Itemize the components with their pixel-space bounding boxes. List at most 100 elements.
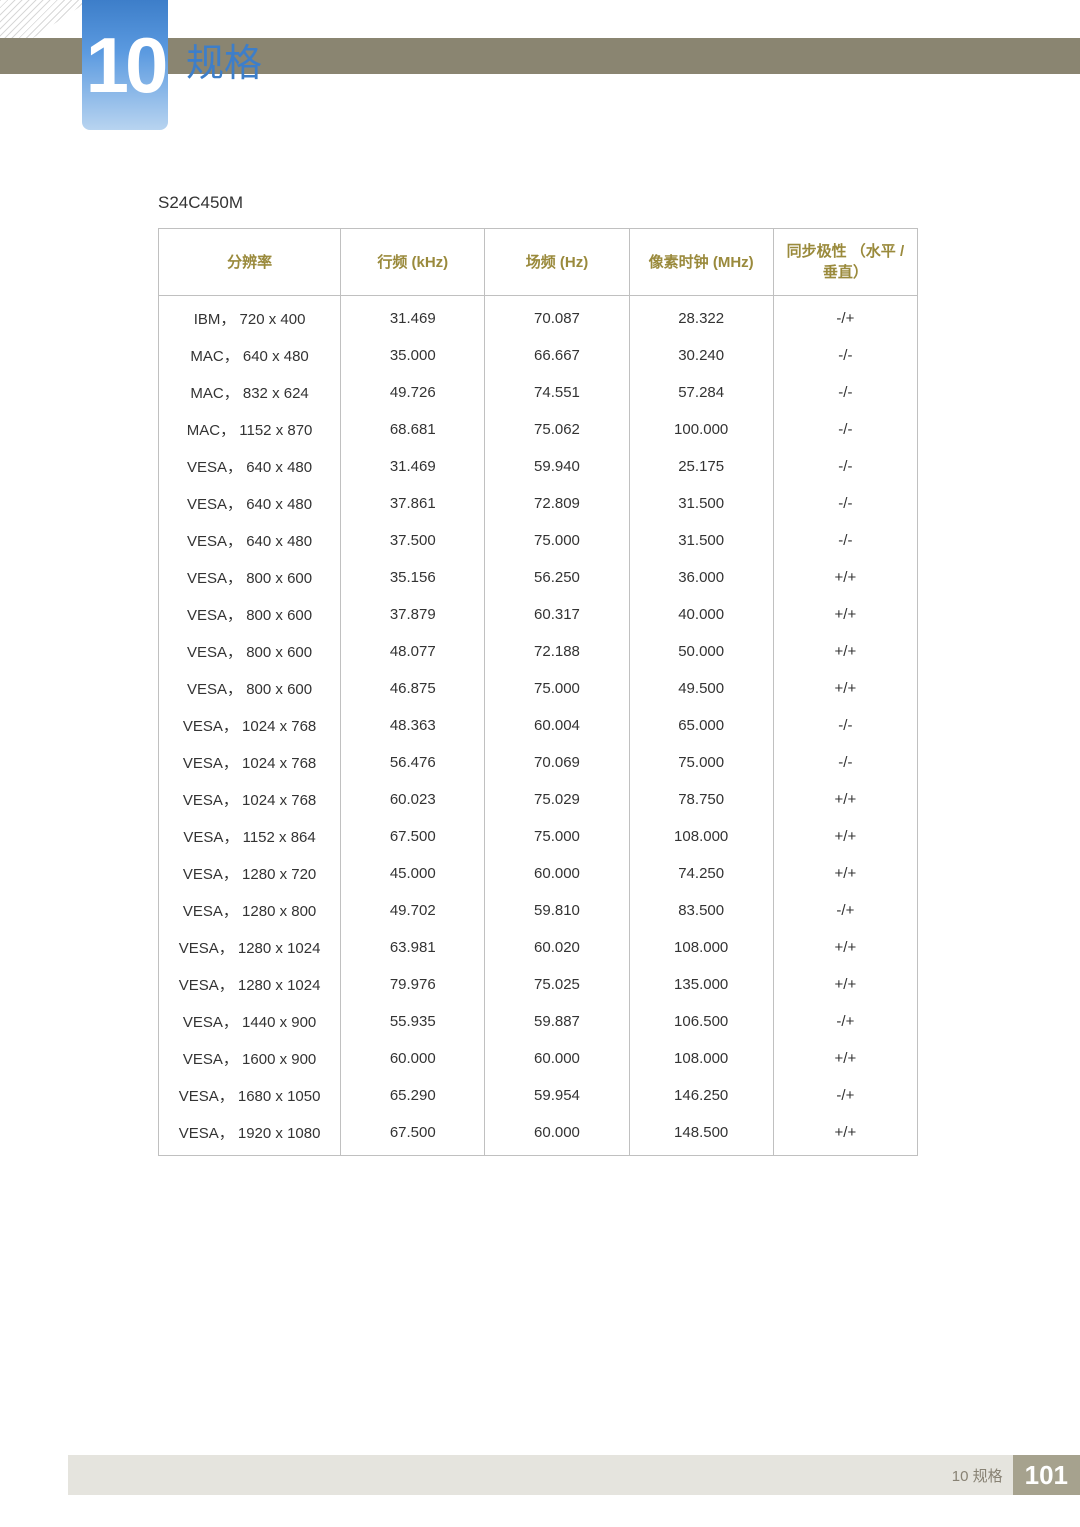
table-cell: 59.887	[485, 1003, 629, 1040]
table-cell: +/+	[773, 559, 917, 596]
table-cell: VESA， 1024 x 768	[159, 781, 341, 818]
table-cell: 108.000	[629, 1040, 773, 1077]
chapter-number: 10	[86, 20, 165, 111]
table-cell: -/-	[773, 485, 917, 522]
table-cell: 78.750	[629, 781, 773, 818]
table-row: VESA， 640 x 48037.86172.80931.500-/-	[159, 485, 918, 522]
spec-table: 分辨率 行频 (kHz) 场频 (Hz) 像素时钟 (MHz) 同步极性 （水平…	[158, 228, 918, 1156]
table-cell: -/+	[773, 296, 917, 338]
table-cell: VESA， 1280 x 1024	[159, 966, 341, 1003]
table-cell: 31.500	[629, 485, 773, 522]
table-cell: -/-	[773, 707, 917, 744]
table-cell: VESA， 640 x 480	[159, 448, 341, 485]
table-cell: 75.000	[629, 744, 773, 781]
table-cell: 37.861	[341, 485, 485, 522]
page-footer: 10 规格 101	[68, 1455, 1080, 1495]
table-cell: 30.240	[629, 337, 773, 374]
table-cell: 59.940	[485, 448, 629, 485]
footer-page-box: 101	[1013, 1455, 1080, 1495]
table-row: VESA， 1024 x 76860.02375.02978.750+/+	[159, 781, 918, 818]
table-cell: -/+	[773, 1077, 917, 1114]
table-cell: 35.156	[341, 559, 485, 596]
table-cell: 60.004	[485, 707, 629, 744]
table-cell: 75.000	[485, 818, 629, 855]
table-cell: VESA， 1920 x 1080	[159, 1114, 341, 1156]
table-row: VESA， 1024 x 76848.36360.00465.000-/-	[159, 707, 918, 744]
table-cell: VESA， 1152 x 864	[159, 818, 341, 855]
chapter-title: 规格	[186, 32, 262, 87]
table-cell: 49.726	[341, 374, 485, 411]
model-label: S24C450M	[158, 193, 243, 213]
table-cell: 37.500	[341, 522, 485, 559]
table-cell: 75.062	[485, 411, 629, 448]
col-header-syncpolarity: 同步极性 （水平 /垂直）	[773, 229, 917, 296]
table-row: VESA， 1680 x 105065.29059.954146.250-/+	[159, 1077, 918, 1114]
col-header-hfreq: 行频 (kHz)	[341, 229, 485, 296]
table-cell: +/+	[773, 855, 917, 892]
table-cell: +/+	[773, 929, 917, 966]
table-cell: -/-	[773, 448, 917, 485]
table-row: VESA， 1280 x 72045.00060.00074.250+/+	[159, 855, 918, 892]
table-row: VESA， 800 x 60048.07772.18850.000+/+	[159, 633, 918, 670]
table-cell: 72.188	[485, 633, 629, 670]
footer-chapter-label: 10 规格	[952, 1465, 1003, 1486]
table-cell: 148.500	[629, 1114, 773, 1156]
table-row: IBM， 720 x 40031.46970.08728.322-/+	[159, 296, 918, 338]
table-row: VESA， 1600 x 90060.00060.000108.000+/+	[159, 1040, 918, 1077]
table-row: VESA， 640 x 48037.50075.00031.500-/-	[159, 522, 918, 559]
table-cell: VESA， 1600 x 900	[159, 1040, 341, 1077]
table-row: MAC， 832 x 62449.72674.55157.284-/-	[159, 374, 918, 411]
table-row: MAC， 1152 x 87068.68175.062100.000-/-	[159, 411, 918, 448]
table-cell: 70.087	[485, 296, 629, 338]
table-cell: 31.500	[629, 522, 773, 559]
table-cell: -/+	[773, 1003, 917, 1040]
table-cell: 37.879	[341, 596, 485, 633]
table-cell: VESA， 800 x 600	[159, 670, 341, 707]
table-cell: VESA， 800 x 600	[159, 633, 341, 670]
table-row: VESA， 640 x 48031.46959.94025.175-/-	[159, 448, 918, 485]
table-cell: -/-	[773, 374, 917, 411]
table-cell: 50.000	[629, 633, 773, 670]
table-cell: 57.284	[629, 374, 773, 411]
table-cell: 35.000	[341, 337, 485, 374]
table-cell: +/+	[773, 781, 917, 818]
table-cell: -/-	[773, 522, 917, 559]
table-cell: MAC， 1152 x 870	[159, 411, 341, 448]
table-row: VESA， 800 x 60035.15656.25036.000+/+	[159, 559, 918, 596]
table-cell: 74.551	[485, 374, 629, 411]
table-row: VESA， 1920 x 108067.50060.000148.500+/+	[159, 1114, 918, 1156]
table-cell: 67.500	[341, 1114, 485, 1156]
table-cell: 45.000	[341, 855, 485, 892]
table-cell: VESA， 1024 x 768	[159, 744, 341, 781]
table-cell: MAC， 832 x 624	[159, 374, 341, 411]
table-cell: 66.667	[485, 337, 629, 374]
table-cell: 67.500	[341, 818, 485, 855]
table-cell: 36.000	[629, 559, 773, 596]
table-cell: VESA， 640 x 480	[159, 485, 341, 522]
table-cell: 108.000	[629, 929, 773, 966]
table-cell: 68.681	[341, 411, 485, 448]
table-cell: 59.810	[485, 892, 629, 929]
table-cell: VESA， 1024 x 768	[159, 707, 341, 744]
table-row: VESA， 1024 x 76856.47670.06975.000-/-	[159, 744, 918, 781]
table-cell: 56.476	[341, 744, 485, 781]
table-cell: 65.000	[629, 707, 773, 744]
table-cell: 55.935	[341, 1003, 485, 1040]
table-cell: 106.500	[629, 1003, 773, 1040]
col-header-pixelclock: 像素时钟 (MHz)	[629, 229, 773, 296]
table-cell: +/+	[773, 633, 917, 670]
table-cell: -/-	[773, 411, 917, 448]
table-cell: MAC， 640 x 480	[159, 337, 341, 374]
table-cell: 40.000	[629, 596, 773, 633]
table-cell: -/-	[773, 337, 917, 374]
table-cell: 46.875	[341, 670, 485, 707]
table-cell: 72.809	[485, 485, 629, 522]
chapter-number-box: 10	[82, 0, 168, 130]
table-cell: 49.702	[341, 892, 485, 929]
table-cell: 48.363	[341, 707, 485, 744]
table-cell: 31.469	[341, 448, 485, 485]
table-cell: 25.175	[629, 448, 773, 485]
table-cell: 49.500	[629, 670, 773, 707]
table-cell: 48.077	[341, 633, 485, 670]
table-cell: +/+	[773, 818, 917, 855]
